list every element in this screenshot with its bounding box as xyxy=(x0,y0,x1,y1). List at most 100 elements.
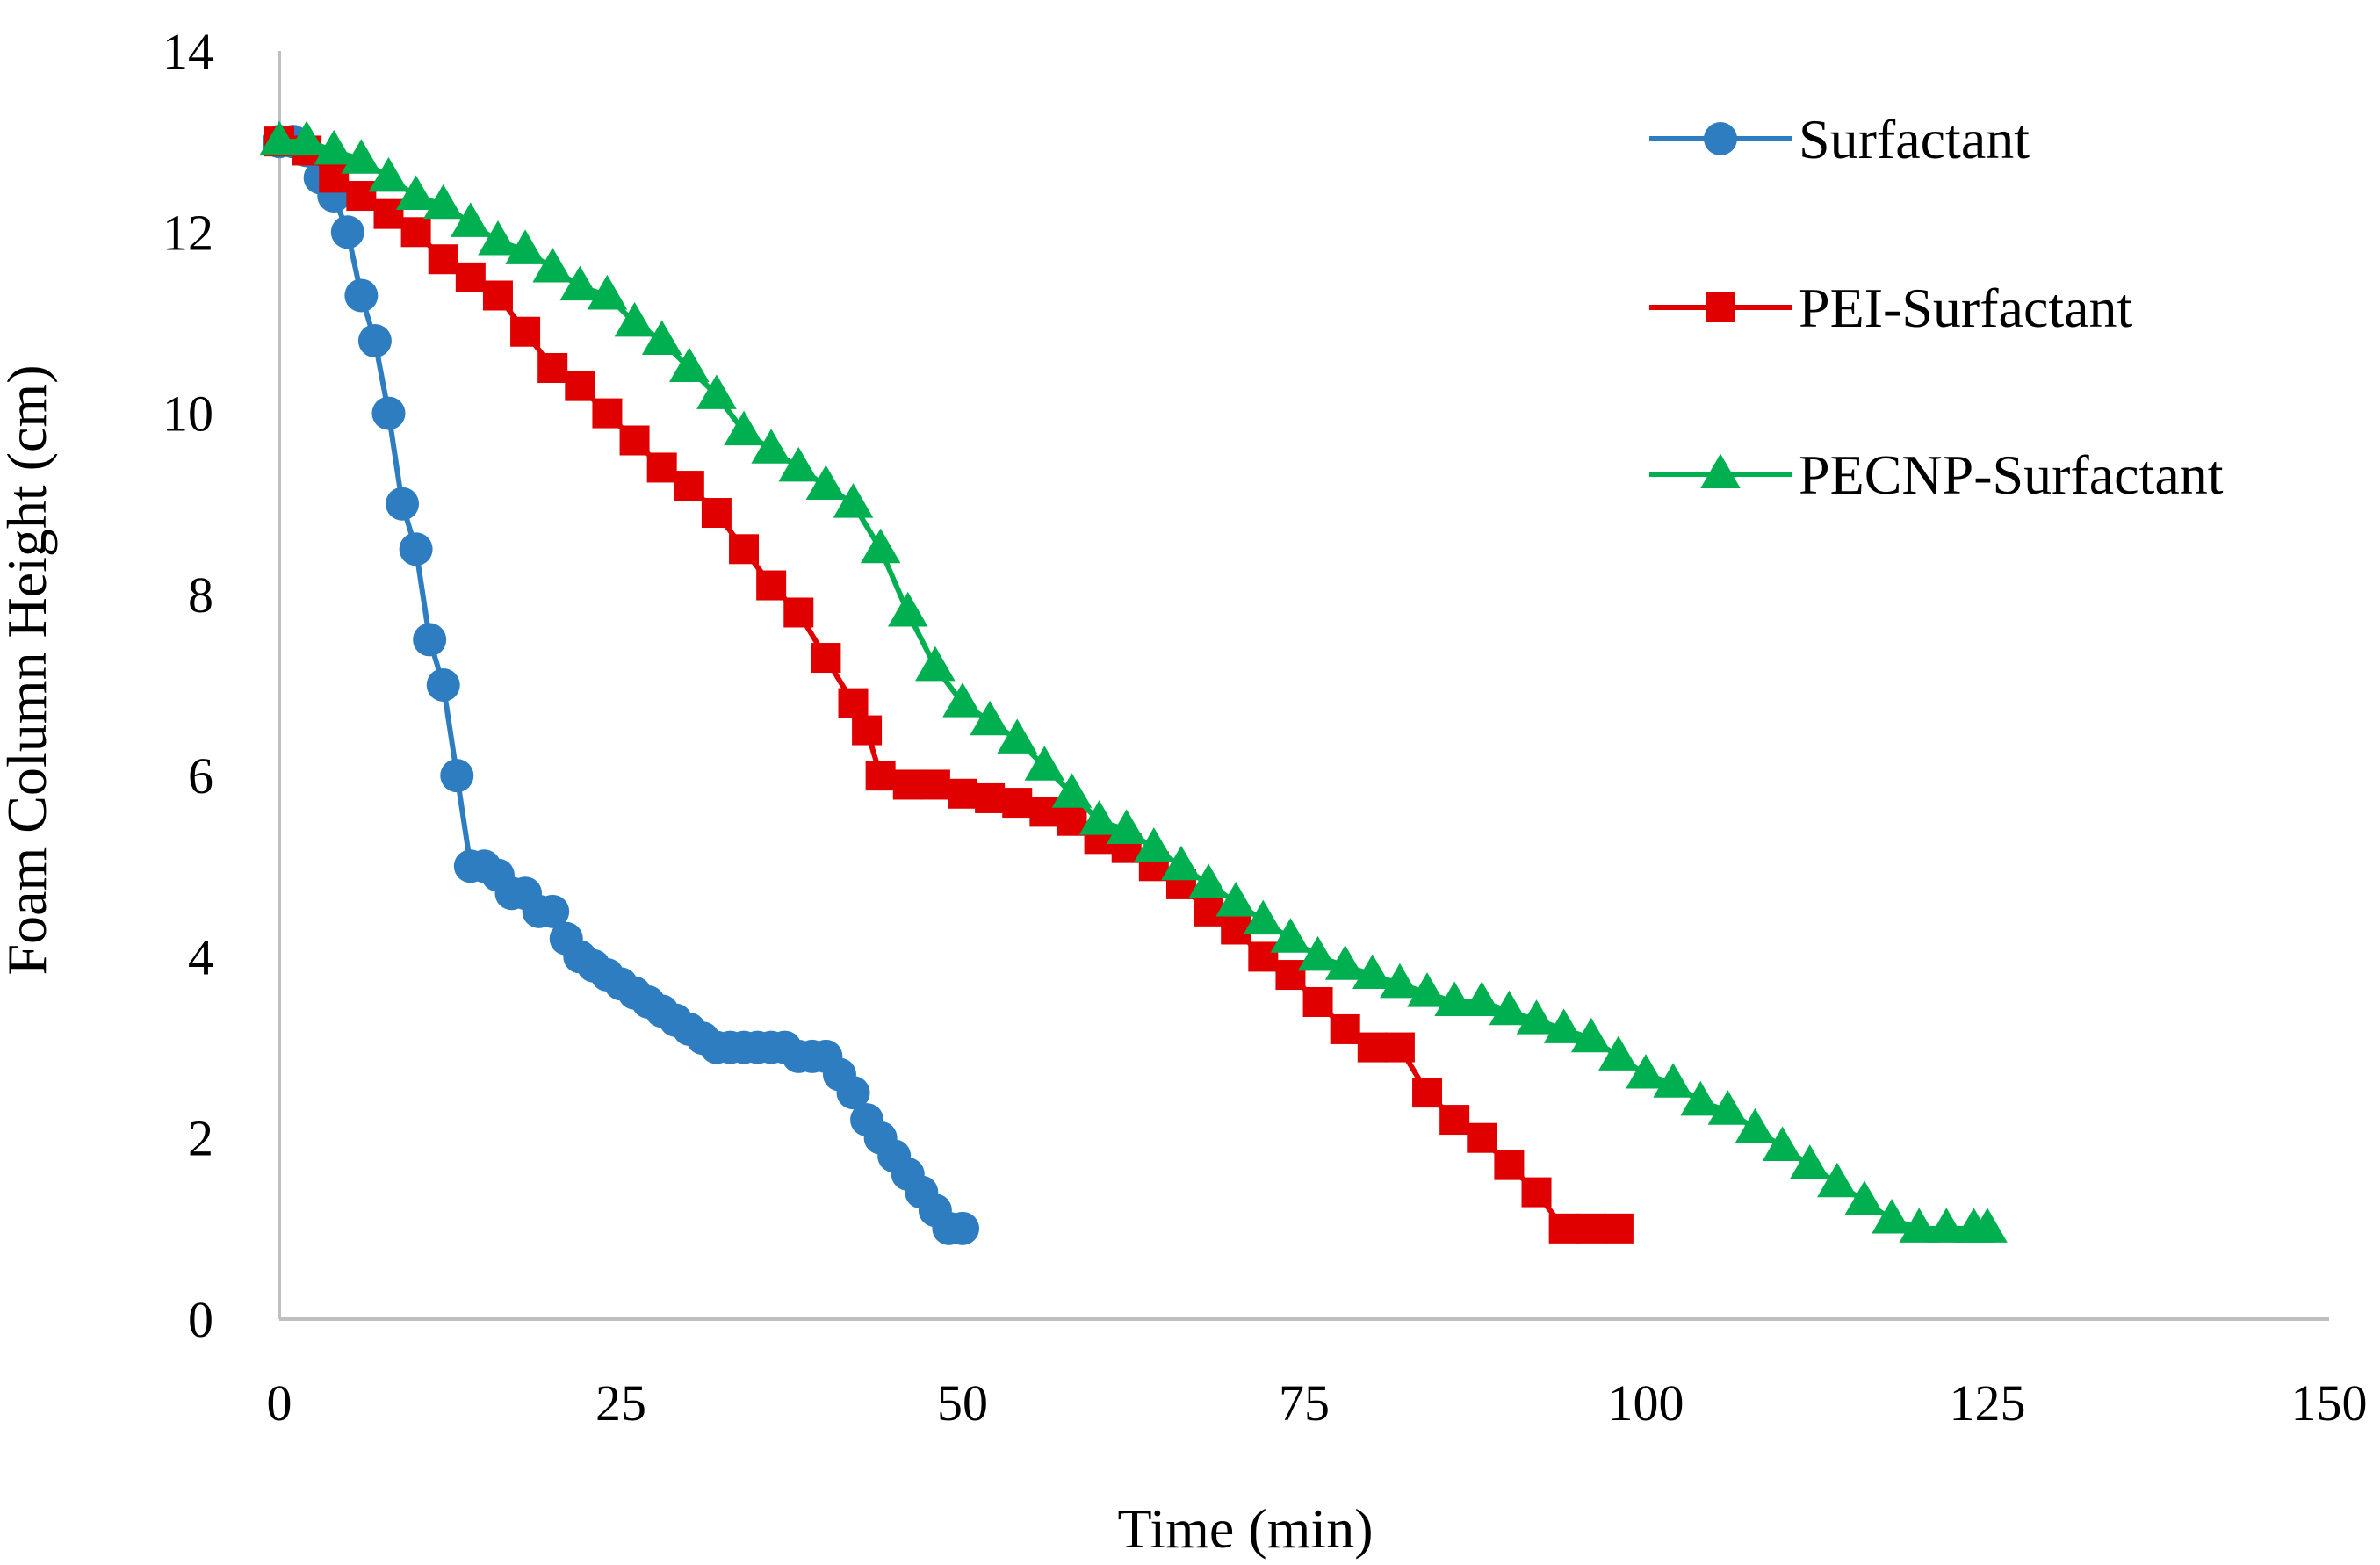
tick-labels-layer: 0 2 4 6 8 10 12 14 0 25 50 75 100 125 150 xyxy=(162,23,2368,1432)
data-point xyxy=(1899,1208,1939,1243)
data-point xyxy=(451,202,491,237)
data-point xyxy=(1967,1208,2008,1243)
data-point xyxy=(1330,1013,1360,1044)
legend-label: Surfactant xyxy=(1799,108,2030,170)
data-point xyxy=(975,782,1006,813)
data-point xyxy=(1407,972,1447,1007)
data-point xyxy=(1872,1198,1912,1234)
legend-marker xyxy=(1704,122,1737,155)
data-point xyxy=(1221,914,1251,945)
y-tick-label: 0 xyxy=(188,1291,213,1348)
data-point xyxy=(357,324,392,358)
data-point xyxy=(1380,963,1420,999)
data-point xyxy=(1461,981,1503,1016)
data-point xyxy=(319,162,350,193)
data-point xyxy=(920,769,950,800)
data-point xyxy=(1467,1122,1497,1153)
legend-label: PECNP-Surfactant xyxy=(1799,444,2224,506)
data-point xyxy=(422,184,464,220)
data-point xyxy=(1134,827,1174,862)
data-point xyxy=(1324,945,1366,980)
data-point xyxy=(400,217,431,248)
legend-item: PECNP-Surfactant xyxy=(1649,444,2224,506)
data-point xyxy=(1576,1213,1606,1244)
y-tick-label: 12 xyxy=(162,204,213,261)
data-point xyxy=(386,487,420,521)
y-tick-label: 2 xyxy=(188,1110,213,1167)
data-point xyxy=(532,247,573,283)
data-point xyxy=(371,396,406,430)
data-point xyxy=(1926,1208,1967,1243)
data-point xyxy=(1188,863,1229,898)
legend-label: PEI-Surfactant xyxy=(1799,277,2133,339)
data-point xyxy=(1297,935,1338,971)
data-point xyxy=(1543,1008,1584,1043)
y-axis-title: Foam Column Height (cm) xyxy=(0,364,58,975)
data-point xyxy=(537,353,568,383)
data-point xyxy=(887,591,928,627)
series-surfactant xyxy=(263,125,979,1245)
data-point xyxy=(1051,773,1093,808)
x-tick-label: 150 xyxy=(2291,1374,2368,1432)
data-point xyxy=(1489,990,1530,1026)
data-point xyxy=(565,371,595,401)
y-tick-label: 10 xyxy=(162,386,213,443)
data-point xyxy=(1844,1180,1885,1215)
data-point xyxy=(811,643,841,674)
data-point xyxy=(1357,1032,1388,1063)
data-point xyxy=(1352,954,1393,990)
data-point xyxy=(428,244,458,275)
data-point xyxy=(1789,1144,1830,1179)
data-point xyxy=(1548,1213,1579,1244)
data-point xyxy=(669,347,710,382)
data-point xyxy=(1707,1090,1749,1125)
data-point xyxy=(724,410,764,446)
data-point xyxy=(1434,981,1475,1016)
data-point xyxy=(614,301,655,337)
data-point xyxy=(455,262,486,292)
series-layer xyxy=(259,120,2008,1245)
data-point xyxy=(482,280,513,311)
data-point xyxy=(756,570,787,601)
data-point xyxy=(1762,1126,1803,1161)
data-point xyxy=(1516,999,1557,1035)
data-point xyxy=(1735,1107,1776,1143)
data-point xyxy=(751,429,791,464)
data-point xyxy=(440,759,474,793)
data-point xyxy=(1270,918,1311,953)
data-point xyxy=(915,645,956,682)
data-point xyxy=(346,181,377,212)
data-point xyxy=(399,532,433,566)
data-point xyxy=(946,1211,979,1245)
data-point xyxy=(1106,809,1147,844)
data-point xyxy=(1653,1063,1693,1098)
data-point xyxy=(1817,1162,1857,1198)
data-point xyxy=(536,894,570,928)
data-point xyxy=(778,446,819,482)
data-point xyxy=(1248,941,1279,972)
data-point xyxy=(1603,1213,1634,1244)
data-point xyxy=(1521,1177,1552,1208)
data-point xyxy=(701,498,732,529)
data-point xyxy=(852,715,883,746)
data-point xyxy=(1029,797,1060,827)
data-point xyxy=(330,215,364,249)
data-point xyxy=(1002,788,1033,819)
data-point xyxy=(1570,1017,1612,1053)
data-point xyxy=(587,274,628,310)
data-point xyxy=(641,320,682,356)
data-point xyxy=(783,597,814,628)
data-point xyxy=(395,175,436,210)
data-point xyxy=(413,623,447,657)
legend-marker xyxy=(1706,292,1735,322)
data-point xyxy=(1412,1078,1443,1108)
data-point xyxy=(1680,1080,1721,1116)
data-point xyxy=(833,483,874,518)
data-point xyxy=(948,778,977,809)
data-point xyxy=(368,156,409,192)
data-point xyxy=(592,398,623,429)
data-point xyxy=(478,220,518,256)
data-point xyxy=(1078,800,1120,835)
data-point xyxy=(997,718,1038,754)
x-axis-title: Time (min) xyxy=(1118,1497,1374,1560)
